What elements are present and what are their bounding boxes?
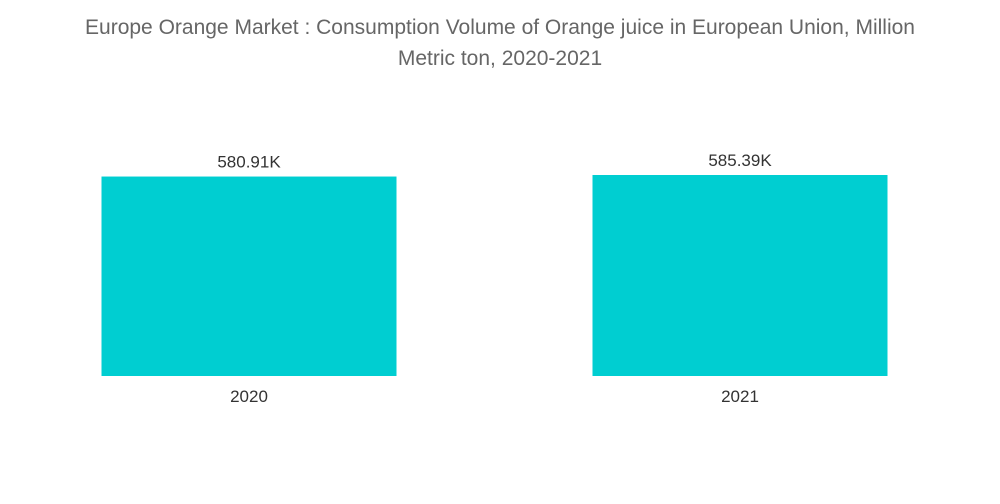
data-label-2021: 585.39K <box>708 151 772 170</box>
bar-series: 580.91K 2020 585.39K 2021 <box>101 151 888 406</box>
x-tick-label-2020: 2020 <box>230 387 268 406</box>
bar-2020 <box>101 176 397 376</box>
x-tick-label-2021: 2021 <box>721 387 759 406</box>
chart-title-line-1: Europe Orange Market : Consumption Volum… <box>85 16 915 39</box>
bar-2021 <box>592 175 888 376</box>
chart-title: Europe Orange Market : Consumption Volum… <box>0 12 1000 74</box>
chart-title-line-2: Metric ton, 2020-2021 <box>397 47 603 70</box>
data-label-2020: 580.91K <box>217 153 281 172</box>
